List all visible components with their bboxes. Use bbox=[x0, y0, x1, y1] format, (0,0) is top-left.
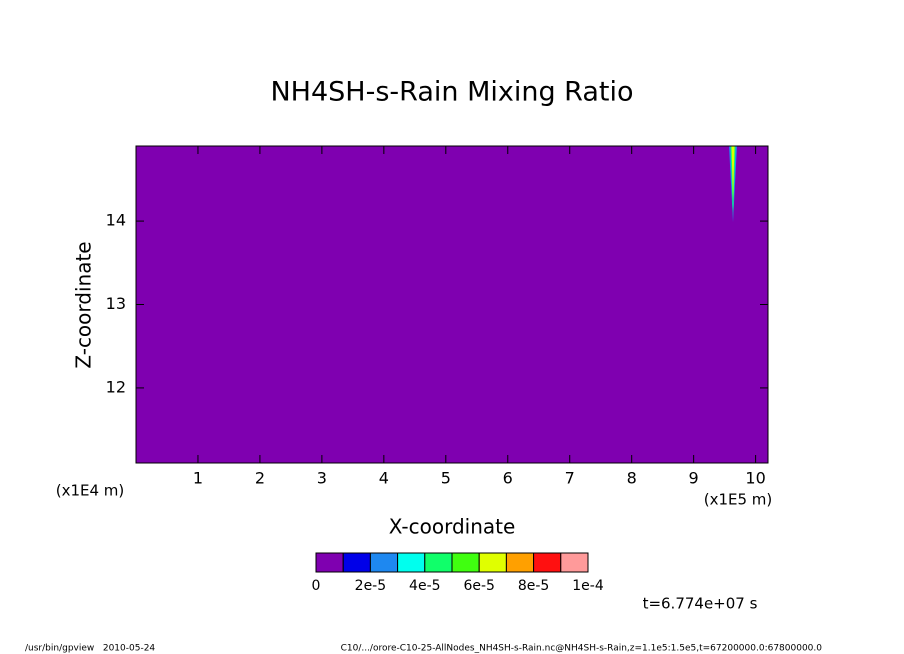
x-tick-label: 4 bbox=[379, 469, 389, 488]
colorbar-box bbox=[478, 552, 507, 573]
colorbar-box bbox=[315, 552, 344, 573]
colorbar-label: 4e-5 bbox=[409, 578, 440, 594]
colorbar-box bbox=[369, 552, 399, 573]
field-feature bbox=[729, 146, 737, 222]
colorbar-box bbox=[560, 552, 589, 573]
y-tick-label: 12 bbox=[106, 377, 126, 396]
colorbar-box bbox=[533, 552, 562, 573]
footer-left: /usr/bin/gpview 2010-05-24 bbox=[25, 644, 155, 654]
x-tick-label: 5 bbox=[441, 469, 451, 488]
colorbar-box bbox=[451, 552, 480, 573]
x-axis-label: X-coordinate bbox=[389, 515, 516, 539]
y-unit: (x1E4 m) bbox=[56, 482, 125, 500]
chart-title: NH4SH-s-Rain Mixing Ratio bbox=[270, 77, 633, 108]
colorbar-box bbox=[424, 552, 453, 573]
colorbar-box bbox=[505, 552, 535, 573]
x-tick-label: 6 bbox=[503, 469, 513, 488]
colorbar-label: 8e-5 bbox=[518, 578, 549, 594]
y-axis-label: Z-coordinate bbox=[72, 241, 96, 368]
x-tick-label: 1 bbox=[193, 469, 203, 488]
x-tick-label: 7 bbox=[565, 469, 575, 488]
colorbar-label: 6e-5 bbox=[463, 578, 494, 594]
footer-right: C10/.../orore-C10-25-AllNodes_NH4SH-s-Ra… bbox=[341, 644, 823, 654]
colorbar-label: 0 bbox=[312, 578, 321, 594]
colorbar-box bbox=[342, 552, 371, 573]
x-tick-label: 9 bbox=[689, 469, 699, 488]
y-tick-label: 14 bbox=[106, 211, 126, 230]
x-tick-label: 2 bbox=[255, 469, 265, 488]
x-tick-label: 8 bbox=[627, 469, 637, 488]
field-background bbox=[136, 146, 768, 463]
x-unit: (x1E5 m) bbox=[704, 491, 773, 509]
x-tick-label: 3 bbox=[317, 469, 327, 488]
colorbar-label: 1e-4 bbox=[572, 578, 604, 594]
time-label: t=6.774e+07 s bbox=[643, 595, 758, 613]
y-tick-label: 13 bbox=[106, 294, 126, 313]
field-feature bbox=[731, 146, 735, 200]
colorbar-box bbox=[397, 552, 426, 573]
colorbar-label: 2e-5 bbox=[355, 578, 386, 594]
x-tick-label: 10 bbox=[745, 469, 765, 488]
